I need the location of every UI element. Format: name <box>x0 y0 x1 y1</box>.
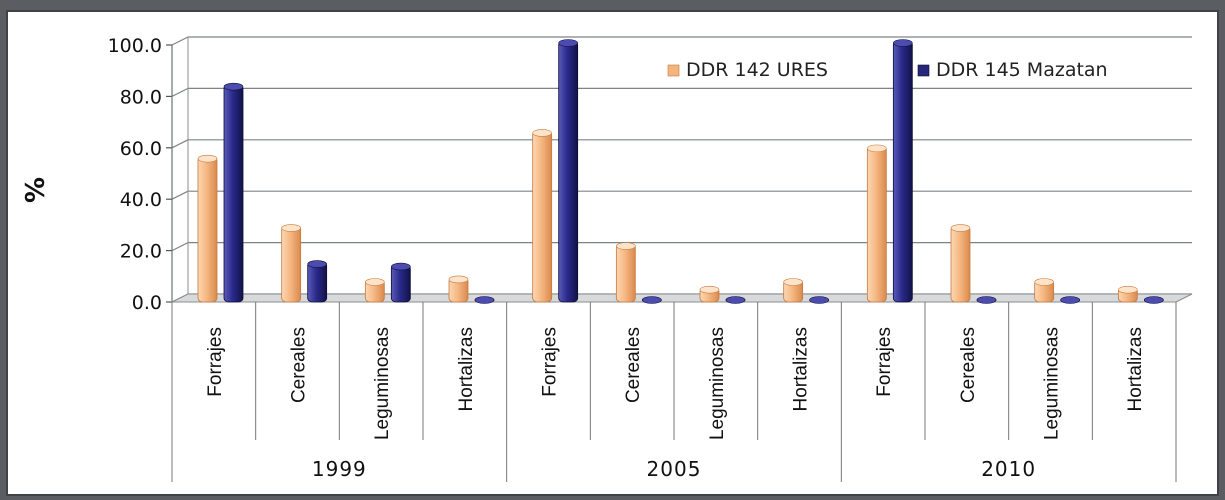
bar-ddr145[interactable] <box>223 84 244 303</box>
bar-top <box>448 275 469 284</box>
legend-swatch <box>667 64 680 77</box>
bar-top <box>725 296 746 304</box>
bar-ddr142[interactable] <box>866 145 887 303</box>
bar-top <box>1118 285 1138 294</box>
x-category-label: Leguminosas <box>1042 327 1063 440</box>
y-tick-label: 60.0 <box>120 138 162 160</box>
x-category-label: Leguminosas <box>707 327 728 440</box>
bar-top <box>893 39 913 47</box>
x-category-label: Hortalizas <box>791 327 812 411</box>
x-category-label: Hortalizas <box>1125 327 1146 411</box>
x-category-label: Forrajes <box>205 327 226 397</box>
y-tick-label: 80.0 <box>120 86 162 108</box>
bar-top <box>1060 296 1080 304</box>
bar-top <box>867 144 887 153</box>
x-group-label: 2010 <box>981 457 1036 481</box>
x-category-label: Cereales <box>289 327 310 403</box>
legend-entry: DDR 145 Mazatan <box>936 59 1108 81</box>
bar-top <box>365 278 385 286</box>
bar-ddr142[interactable] <box>950 225 971 303</box>
y-tick-label: 100.0 <box>108 35 162 57</box>
gridline-depth <box>171 87 189 97</box>
bar-ddr145[interactable] <box>558 40 579 303</box>
bar-top <box>197 154 218 163</box>
bar-chart: 0.0 20.0 40.0 60.0 80.0 100.0 Forrajes Cereales… <box>21 35 1193 482</box>
bar-top <box>1144 296 1164 304</box>
bar-top <box>950 224 971 232</box>
x-group-label: 2005 <box>647 457 702 481</box>
y-tick-label: 0.0 <box>132 292 162 314</box>
bar-top <box>809 296 829 304</box>
bar-top <box>307 260 327 268</box>
chart-frame: 0.0 20.0 40.0 60.0 80.0 100.0 Forrajes Cereales… <box>6 10 1219 496</box>
legend-swatch <box>917 64 930 77</box>
x-category-label: Forrajes <box>874 327 895 397</box>
x-category-label: Hortalizas <box>456 327 477 411</box>
bar-top <box>616 242 636 250</box>
bar-top <box>976 296 997 304</box>
bar-top <box>699 285 720 294</box>
x-category-label: Leguminosas <box>372 327 393 440</box>
bar-top <box>558 39 578 47</box>
bar-ddr142[interactable] <box>281 225 302 303</box>
bar-top <box>474 296 495 304</box>
y-tick-label: 20.0 <box>120 241 162 263</box>
bar-top <box>223 82 244 91</box>
bar-top <box>391 262 411 271</box>
bar-top <box>281 224 301 232</box>
gridline-depth <box>171 242 189 252</box>
gridline-depth <box>171 190 189 200</box>
y-tick-label: 40.0 <box>120 189 162 211</box>
bar-top <box>642 296 662 304</box>
bar-ddr142[interactable] <box>197 156 218 303</box>
x-group-label: 1999 <box>312 457 367 481</box>
gridline-depth <box>171 36 189 46</box>
bar-top <box>783 278 803 286</box>
gridline-depth <box>171 139 189 149</box>
x-category-label: Cereales <box>958 327 979 403</box>
y-axis-label: % <box>21 177 51 203</box>
bar-ddr142[interactable] <box>615 243 636 303</box>
bar-ddr145[interactable] <box>307 261 328 303</box>
x-category-label: Cereales <box>623 327 644 403</box>
legend-entry: DDR 142 URES <box>686 59 828 81</box>
bar-top <box>532 129 552 137</box>
x-category-label: Forrajes <box>540 327 561 397</box>
bar-ddr145[interactable] <box>892 40 913 303</box>
bar-ddr142[interactable] <box>532 130 553 303</box>
bar-top <box>1034 278 1054 286</box>
